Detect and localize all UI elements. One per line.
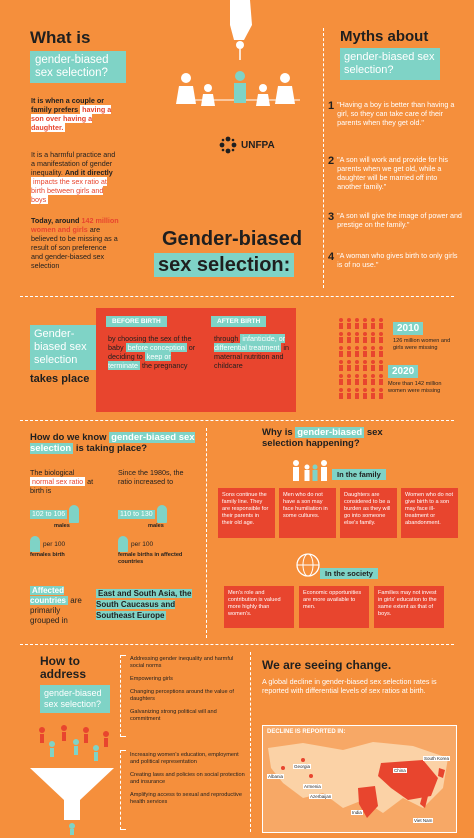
address-item: Changing perceptions around the value of… (130, 689, 234, 702)
unfpa-emblem-icon (219, 136, 237, 154)
map-place-azerbaijan: Azerbaijan (309, 794, 333, 799)
intro-paragraph-1: It is when a couple or family prefers ha… (31, 96, 112, 132)
address-list-2: Increasing women's education, employment… (130, 752, 245, 806)
map-place-india: India (351, 810, 363, 815)
address-item: Addressing gender inequality and harmful… (130, 656, 234, 669)
intro-title-box: gender-biased sex selection? (30, 51, 126, 83)
unfpa-logo-text: UNFPA (241, 139, 275, 151)
address-item: Creating laws and policies on social pro… (130, 772, 245, 785)
family-illustration (290, 458, 330, 482)
year-2010-block: 2010 126 million women and girls were mi… (393, 322, 451, 351)
family-reason-box: Daughters are considered to be a burden … (340, 488, 397, 538)
girl-icon (30, 536, 40, 552)
normal-per-100: per 100 (43, 540, 66, 548)
center-title: Gender-biased sex selection: (148, 228, 308, 277)
address-item: Galvanizing strong political will and co… (130, 709, 217, 722)
boy-icon (156, 505, 167, 523)
normal-ratio-value: 102 to 106 (30, 509, 68, 519)
address-list-1: Addressing gender inequality and harmful… (130, 656, 245, 723)
after-birth-label: AFTER BIRTH (211, 316, 267, 327)
divider-vertical-mid (206, 428, 207, 638)
map-place-south-korea: South Korea (423, 756, 451, 761)
year-2020-block: 2020 More than 142 million women were mi… (388, 365, 442, 394)
map-place-viet-nam: Viet Nam (413, 818, 434, 823)
myths-list: 1 "Having a boy is better than having a … (328, 100, 463, 269)
decline-map: DECLINE IS REPORTED IN: Albania Armenia … (262, 725, 457, 833)
family-reason-box: Men who do not have a son may face humil… (279, 488, 336, 538)
myth-item: 4 "A woman who gives birth to only girls… (328, 251, 458, 269)
map-place-armenia: Armenia (303, 784, 322, 789)
address-item: Amplifying access to sexual and reproduc… (130, 792, 242, 805)
change-section: We are seeing change. A global decline i… (262, 658, 437, 695)
family-reasons: Sons continue the family line. They are … (218, 488, 458, 538)
since-ratio-graphic: 110 to 130 males per 100 female births i… (118, 505, 198, 566)
myths-title-box: gender-biased sex selection? (340, 48, 440, 80)
since-ratio-value: 110 to 130 (118, 509, 155, 519)
after-birth-panel: AFTER BIRTH through infanticide, or diff… (206, 308, 296, 412)
society-reason-box: Men's role and contribution is valued mo… (224, 586, 294, 628)
divider-vertical-top (323, 28, 324, 288)
bracket-1 (120, 655, 126, 737)
family-reason-box: Sons continue the family line. They are … (218, 488, 275, 538)
normal-ratio-text: The biological normal sex ratio at birth… (30, 468, 94, 495)
after-birth-text: through infanticide, or differential tre… (214, 334, 289, 370)
bracket-2 (120, 750, 126, 830)
divider-horizontal-2 (20, 420, 454, 421)
society-reason-box: Families may not invest in girls' educat… (374, 586, 444, 628)
intro-section: What is gender-biased sex selection? (20, 28, 130, 83)
map-label: DECLINE IS REPORTED IN: (267, 729, 346, 735)
map-place-georgia: Georgia (293, 764, 312, 769)
divider-vertical-bottom (250, 652, 251, 832)
since-1980-text: Since the 1980s, the ratio increased to (118, 468, 184, 486)
intro-paragraph-2: It is a harmful practice and a manifesta… (31, 150, 116, 204)
address-item: Empowering girls (130, 676, 173, 682)
society-reasons: Men's role and contribution is valued mo… (224, 586, 454, 628)
before-birth-panel: BEFORE BIRTH by choosing the sex of the … (96, 308, 206, 412)
family-reason-box: Women who do not give birth to a son may… (401, 488, 458, 538)
why-title: Why is gender-biased sex selection happe… (262, 427, 383, 449)
missing-women-grid (335, 312, 455, 412)
normal-ratio-graphic: 102 to 106 males per 100 females birth (30, 505, 110, 559)
myth-item: 1 "Having a boy is better than having a … (328, 100, 455, 127)
hand-family-illustration (160, 0, 310, 125)
address-item: Increasing women's education, employment… (130, 752, 239, 765)
takes-place-title: Gender-biased sex selection takes place (30, 325, 100, 385)
myth-item: 3 "A son will give the image of power an… (328, 211, 462, 229)
myths-title: Myths about (340, 28, 429, 45)
myth-item: 2 "A son will work and provide for his p… (328, 155, 448, 191)
affected-regions: East and South Asia, the South Caucasus … (96, 589, 192, 620)
know-title: How do we know gender-biased sex selecti… (30, 432, 195, 454)
map-place-albania: Albania (267, 774, 285, 779)
divider-horizontal-3 (20, 644, 454, 645)
in-the-society-label: In the society (320, 568, 378, 579)
map-place-china: China (393, 768, 407, 773)
affected-countries: Affected countries are primarily grouped… (30, 586, 82, 625)
funnel-illustration (22, 720, 122, 835)
since-per-100: per 100 (131, 540, 154, 548)
boy-icon (69, 505, 80, 523)
intro-paragraph-3: Today, around 142 million women and girl… (31, 216, 119, 270)
society-reason-box: Economic opportunities are more availabl… (299, 586, 369, 628)
society-illustration (296, 553, 320, 577)
myths-section: Myths about gender-biased sex selection? (340, 28, 455, 80)
divider-horizontal-1 (20, 296, 454, 297)
intro-title: What is (30, 28, 91, 47)
address-section: How to address gender-biased sex selecti… (40, 655, 120, 713)
before-birth-text: by choosing the sex of the baby before c… (108, 334, 196, 370)
unfpa-logo: UNFPA (218, 135, 275, 155)
girl-icon (118, 536, 128, 552)
in-the-family-label: In the family (332, 469, 386, 480)
before-birth-label: BEFORE BIRTH (106, 316, 167, 327)
